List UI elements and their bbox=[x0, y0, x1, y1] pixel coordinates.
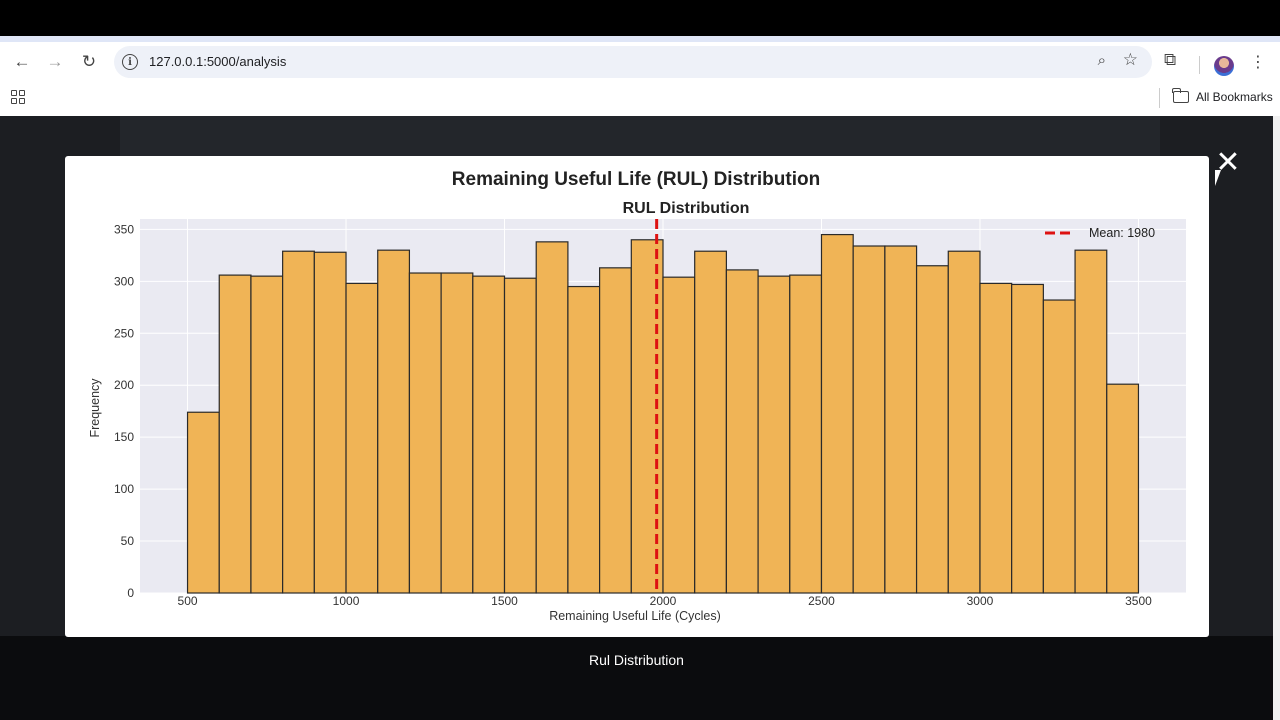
backdrop-header bbox=[120, 116, 1160, 156]
histogram-bar bbox=[408, 272, 442, 594]
histogram-bar bbox=[472, 275, 506, 594]
reload-icon: ↻ bbox=[81, 52, 97, 71]
histogram-bar bbox=[345, 282, 379, 594]
back-button[interactable]: ← bbox=[10, 50, 34, 74]
histogram-bar bbox=[852, 245, 886, 594]
histogram-bar bbox=[250, 275, 284, 594]
page-scrollbar[interactable] bbox=[1273, 116, 1280, 720]
y-tick-label: 150 bbox=[114, 430, 134, 444]
extensions-icon[interactable]: ⧉ bbox=[1164, 50, 1177, 69]
y-tick-label: 0 bbox=[127, 586, 134, 600]
y-tick-label: 50 bbox=[121, 534, 135, 548]
arrow-left-icon: ← bbox=[13, 52, 31, 71]
chart-title: RUL Distribution bbox=[623, 200, 750, 217]
chart-modal: Remaining Useful Life (RUL) Distribution… bbox=[65, 156, 1209, 637]
legend-mean-label: Mean: 1980 bbox=[1089, 226, 1155, 240]
histogram-bar bbox=[789, 274, 823, 594]
histogram-bar bbox=[440, 272, 474, 594]
browser-chrome: ← → ↻ i 127.0.0.1:5000/analysis ⌕ ☆ ⧉ ⋮ … bbox=[0, 36, 1280, 116]
histogram-bar bbox=[186, 411, 220, 594]
bookmark-star-icon[interactable]: ☆ bbox=[1122, 50, 1138, 69]
histogram-bar bbox=[884, 245, 918, 594]
x-tick-label: 3000 bbox=[967, 594, 994, 608]
histogram-bar bbox=[282, 250, 315, 594]
histogram-bar bbox=[567, 285, 601, 594]
y-tick-label: 200 bbox=[114, 378, 134, 392]
histogram-bar bbox=[757, 275, 791, 594]
all-bookmarks-link[interactable]: All Bookmarks bbox=[1196, 90, 1273, 104]
x-axis-label: Remaining Useful Life (Cycles) bbox=[549, 609, 721, 623]
x-tick-label: 2500 bbox=[808, 594, 835, 608]
rul-distribution-chart: Remaining Useful Life (RUL) Distribution… bbox=[88, 169, 1186, 623]
histogram-bar bbox=[820, 233, 854, 594]
histogram-bar bbox=[599, 267, 632, 594]
histogram-bar bbox=[725, 269, 759, 594]
y-tick-label: 300 bbox=[114, 274, 134, 288]
toolbar-divider bbox=[1199, 56, 1200, 74]
arrow-right-icon: → bbox=[46, 52, 64, 71]
x-tick-label: 3500 bbox=[1125, 594, 1152, 608]
tab-strip bbox=[0, 36, 1280, 42]
histogram-bar bbox=[313, 251, 347, 594]
x-tick-label: 1500 bbox=[491, 594, 518, 608]
histogram-bar bbox=[377, 249, 411, 594]
histogram-bar bbox=[915, 265, 949, 594]
histogram-bar bbox=[1074, 249, 1108, 594]
top-letterbox bbox=[0, 0, 1280, 36]
histogram-bar bbox=[1042, 299, 1076, 594]
modal-caption: Rul Distribution bbox=[589, 652, 684, 668]
histogram-bar bbox=[1106, 383, 1140, 594]
modal-title: Remaining Useful Life (RUL) Distribution bbox=[452, 169, 820, 190]
x-tick-label: 2000 bbox=[650, 594, 677, 608]
x-tick-label: 1000 bbox=[333, 594, 360, 608]
y-axis-label: Frequency bbox=[88, 378, 102, 438]
histogram-bar bbox=[1011, 283, 1044, 594]
bookmarks-divider bbox=[1159, 88, 1160, 108]
x-tick-label: 500 bbox=[178, 594, 198, 608]
y-tick-label: 250 bbox=[114, 326, 134, 340]
zoom-icon[interactable]: ⌕ bbox=[1097, 52, 1106, 69]
histogram-bar bbox=[979, 282, 1013, 594]
histogram-bar bbox=[694, 250, 727, 594]
address-bar[interactable]: i 127.0.0.1:5000/analysis ⌕ ☆ bbox=[114, 46, 1152, 78]
backdrop-footer bbox=[0, 636, 1280, 720]
histogram-bar bbox=[662, 276, 696, 594]
histogram-bar bbox=[947, 250, 981, 594]
menu-icon[interactable]: ⋮ bbox=[1250, 54, 1266, 71]
folder-icon[interactable] bbox=[1172, 88, 1189, 103]
histogram-bar bbox=[503, 277, 537, 594]
histogram-bar bbox=[218, 274, 252, 594]
apps-grid-icon[interactable] bbox=[11, 90, 25, 104]
reload-button[interactable]: ↻ bbox=[77, 50, 101, 74]
histogram-bar bbox=[535, 241, 569, 594]
bookmarks-bar: All Bookmarks bbox=[0, 82, 1280, 116]
histogram-bar bbox=[630, 239, 664, 594]
profile-avatar[interactable] bbox=[1214, 56, 1234, 76]
y-tick-label: 100 bbox=[114, 482, 134, 496]
mouse-cursor bbox=[1215, 170, 1221, 186]
y-tick-label: 350 bbox=[114, 222, 134, 236]
site-info-icon[interactable]: i bbox=[122, 54, 138, 70]
browser-toolbar: ← → ↻ i 127.0.0.1:5000/analysis ⌕ ☆ ⧉ ⋮ bbox=[0, 42, 1280, 82]
forward-button[interactable]: → bbox=[43, 50, 67, 74]
url-text[interactable]: 127.0.0.1:5000/analysis bbox=[149, 54, 287, 69]
